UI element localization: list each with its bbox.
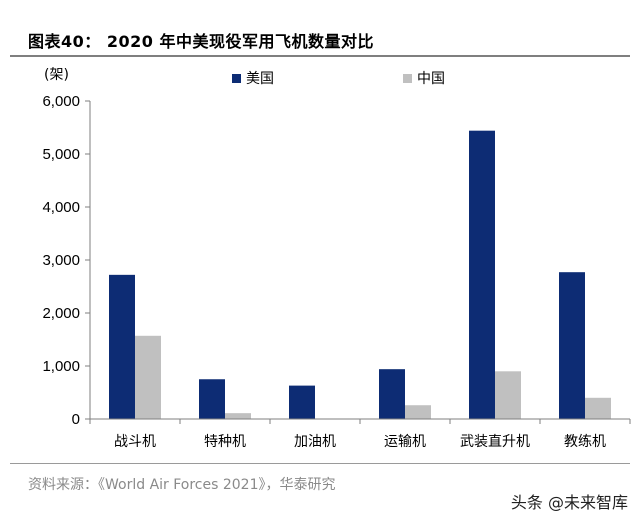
- bar-china: [585, 397, 611, 419]
- y-axis-unit: (架): [44, 67, 69, 83]
- bar-usa: [289, 385, 315, 419]
- chart-title: 图表40： 2020 年中美现役军用飞机数量对比: [28, 32, 374, 51]
- x-tick-label: 教练机: [564, 434, 606, 450]
- title-divider: [10, 55, 630, 57]
- bar-china: [225, 413, 251, 419]
- y-tick-label: 3,000: [42, 252, 80, 269]
- bar-china: [495, 371, 521, 419]
- legend-swatch: [232, 74, 241, 83]
- source-note: 资料来源：《World Air Forces 2021》，华泰研究: [28, 477, 336, 493]
- bar-usa: [379, 369, 405, 419]
- legend: 美国 中国: [232, 71, 445, 87]
- x-tick-label: 加油机: [294, 434, 336, 450]
- bar-usa: [199, 379, 225, 419]
- legend-swatch: [403, 74, 412, 83]
- y-tick-label: 0: [72, 411, 80, 428]
- x-tick-label: 运输机: [384, 434, 426, 450]
- bar-usa: [469, 130, 495, 419]
- x-tick-label: 战斗机: [114, 434, 156, 450]
- watermark: 头条 @未来智库: [510, 493, 628, 512]
- x-tick-label: 武装直升机: [460, 433, 530, 450]
- y-tick-label: 6,000: [42, 93, 80, 110]
- legend-label: 美国: [246, 71, 274, 87]
- x-axis: 战斗机 特种机 加油机 运输机 武装直升机 教练机: [89, 418, 631, 450]
- bar-china: [135, 335, 161, 419]
- legend-label: 中国: [417, 71, 445, 87]
- bars: [109, 130, 611, 419]
- bar-usa: [559, 272, 585, 419]
- bar-china: [405, 405, 431, 419]
- bar-chart: (架) 美国 中国 0 1,000 2,000 3,000 4,000 5,000 6,000…: [42, 67, 631, 450]
- x-tick-label: 特种机: [204, 434, 246, 450]
- y-tick-label: 5,000: [42, 146, 80, 163]
- y-tick-label: 1,000: [42, 358, 80, 375]
- footer-divider: [10, 463, 630, 464]
- bar-usa: [109, 274, 135, 419]
- y-tick-label: 2,000: [42, 305, 80, 322]
- y-axis: 0 1,000 2,000 3,000 4,000 5,000 6,000: [42, 93, 91, 428]
- y-tick-label: 4,000: [42, 199, 80, 216]
